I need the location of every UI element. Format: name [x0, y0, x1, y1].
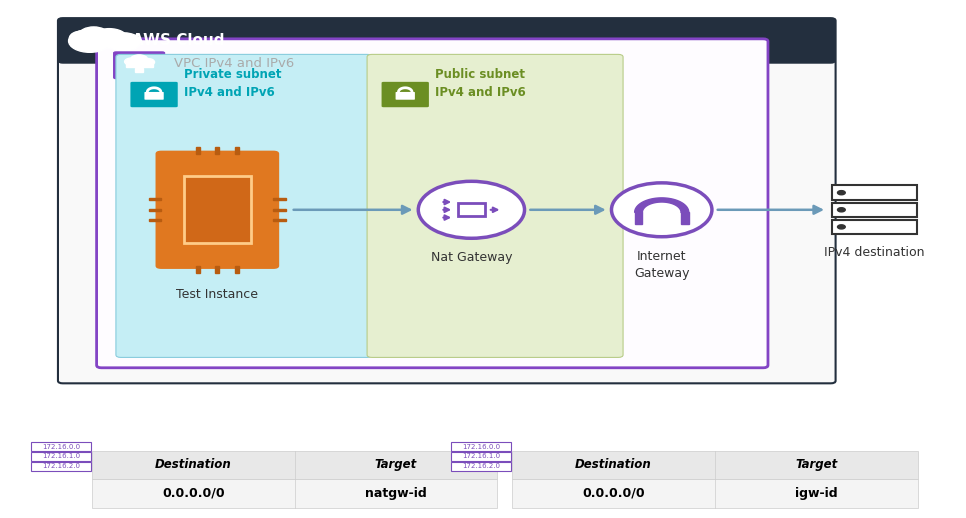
FancyBboxPatch shape [367, 54, 623, 357]
Circle shape [91, 28, 128, 48]
FancyBboxPatch shape [58, 18, 836, 64]
FancyBboxPatch shape [156, 151, 279, 269]
Circle shape [611, 183, 712, 237]
Bar [458, 203, 485, 217]
Bar [273, 219, 286, 221]
Text: Destination: Destination [155, 458, 232, 471]
FancyBboxPatch shape [832, 220, 917, 234]
Text: IPv4 destination: IPv4 destination [824, 246, 924, 258]
Circle shape [418, 181, 525, 238]
Bar [273, 198, 286, 200]
FancyBboxPatch shape [31, 442, 91, 451]
Bar [135, 68, 143, 72]
Circle shape [838, 208, 845, 212]
Bar [71, 37, 117, 45]
Bar [184, 176, 251, 243]
Text: Private subnet
IPv4 and IPv6: Private subnet IPv4 and IPv6 [184, 68, 281, 99]
Circle shape [125, 58, 138, 65]
FancyBboxPatch shape [31, 452, 91, 461]
Text: AWS Cloud: AWS Cloud [132, 34, 225, 48]
Bar [149, 198, 161, 200]
Circle shape [79, 27, 108, 42]
Bar [196, 266, 200, 272]
FancyBboxPatch shape [58, 18, 836, 383]
FancyBboxPatch shape [451, 442, 511, 451]
FancyBboxPatch shape [116, 54, 372, 357]
Text: Destination: Destination [575, 458, 652, 471]
Text: Target: Target [795, 458, 838, 471]
Circle shape [96, 32, 119, 44]
Bar [512, 479, 918, 508]
Text: natgw-id: natgw-id [365, 487, 427, 500]
Bar [196, 147, 200, 154]
FancyBboxPatch shape [832, 203, 917, 217]
Circle shape [106, 33, 141, 51]
FancyBboxPatch shape [451, 452, 511, 461]
Circle shape [70, 31, 95, 45]
Bar [512, 451, 918, 479]
Text: Internet
Gateway: Internet Gateway [634, 250, 690, 280]
Circle shape [838, 225, 845, 229]
Circle shape [141, 59, 155, 66]
FancyBboxPatch shape [145, 92, 164, 99]
FancyBboxPatch shape [97, 39, 768, 368]
FancyBboxPatch shape [451, 462, 511, 471]
Bar [92, 479, 497, 508]
Text: 172.16.1.0: 172.16.1.0 [42, 453, 80, 459]
Text: igw-id: igw-id [795, 487, 838, 500]
Bar [92, 451, 497, 479]
Text: 172.16.0.0: 172.16.0.0 [42, 443, 80, 450]
Circle shape [130, 55, 148, 64]
Text: Target: Target [375, 458, 417, 471]
Bar [215, 266, 219, 272]
Text: Nat Gateway: Nat Gateway [431, 251, 512, 264]
FancyBboxPatch shape [113, 51, 165, 79]
FancyBboxPatch shape [31, 462, 91, 471]
Text: VPC IPv4 and IPv6: VPC IPv4 and IPv6 [174, 56, 294, 70]
Bar [681, 212, 689, 224]
Bar [149, 219, 161, 221]
Circle shape [69, 30, 111, 52]
Bar [126, 63, 153, 67]
Polygon shape [635, 198, 689, 212]
Text: 0.0.0.0/0: 0.0.0.0/0 [582, 487, 644, 500]
FancyBboxPatch shape [130, 82, 178, 107]
FancyBboxPatch shape [396, 92, 415, 99]
Bar [273, 209, 286, 211]
FancyBboxPatch shape [832, 185, 917, 200]
Circle shape [838, 191, 845, 195]
Bar [215, 147, 219, 154]
Text: 172.16.0.0: 172.16.0.0 [462, 443, 500, 450]
Text: 0.0.0.0/0: 0.0.0.0/0 [162, 487, 224, 500]
Text: 172.16.2.0: 172.16.2.0 [42, 463, 80, 469]
Bar [235, 266, 239, 272]
Text: 172.16.1.0: 172.16.1.0 [462, 453, 500, 459]
Text: Test Instance: Test Instance [177, 288, 258, 301]
FancyBboxPatch shape [382, 82, 429, 107]
Bar [149, 209, 161, 211]
Text: 172.16.2.0: 172.16.2.0 [462, 463, 500, 469]
Bar [235, 147, 239, 154]
Text: Public subnet
IPv4 and IPv6: Public subnet IPv4 and IPv6 [435, 68, 526, 99]
Bar [635, 212, 642, 224]
